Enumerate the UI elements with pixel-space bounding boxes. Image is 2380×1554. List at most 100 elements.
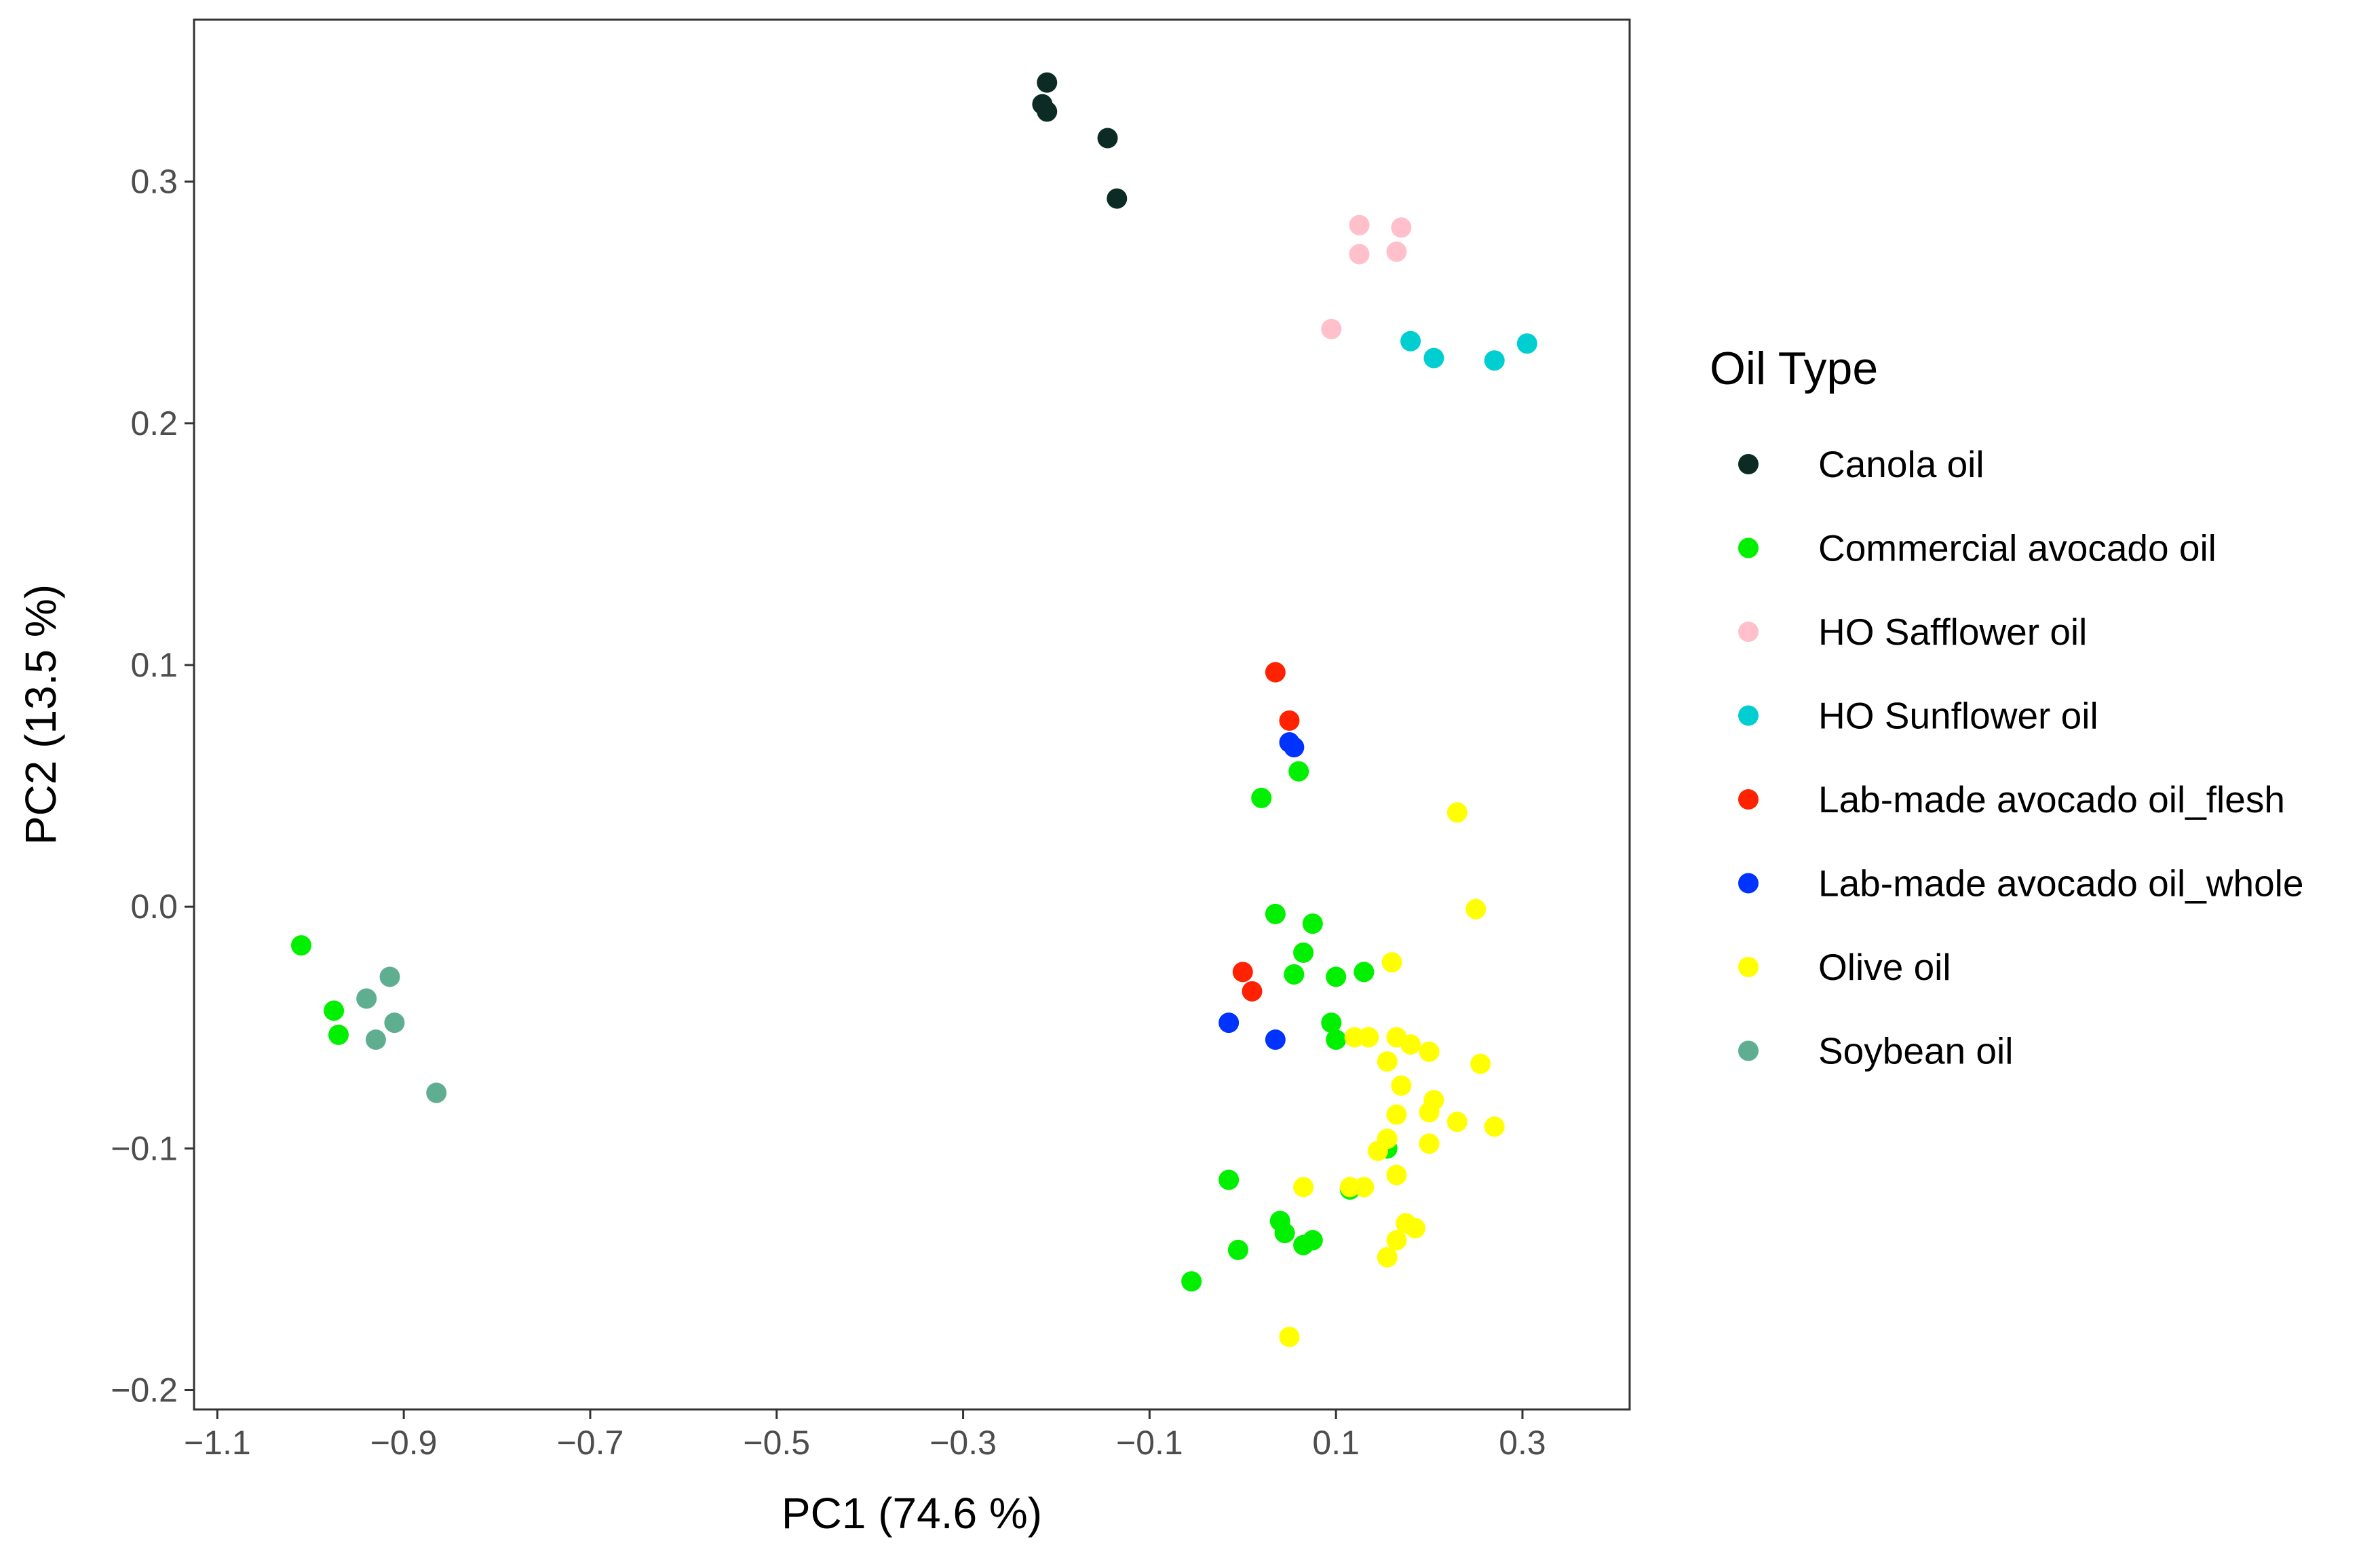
point-commercial-avocado-oil [1284, 964, 1305, 985]
point-olive-oil [1400, 1034, 1421, 1055]
legend-key-lab-made-avocado-oil-flesh [1738, 789, 1759, 810]
x-tick-label: −0.7 [557, 1424, 624, 1462]
legend-key-ho-safflower-oil [1738, 622, 1759, 642]
point-olive-oil [1386, 1104, 1407, 1125]
legend-key-commercial-avocado-oil [1738, 537, 1759, 558]
x-axis-title: PC1 (74.6 %) [782, 1489, 1042, 1538]
point-olive-oil [1293, 1177, 1314, 1198]
point-ho-sunflower-oil [1516, 333, 1537, 354]
point-commercial-avocado-oil [291, 935, 312, 956]
y-tick-label: 0.1 [130, 646, 178, 684]
x-tick-label: −0.3 [929, 1424, 997, 1462]
point-lab-made-avocado-oil-flesh [1265, 662, 1286, 683]
point-commercial-avocado-oil [1354, 962, 1375, 983]
x-tick-label: 0.3 [1499, 1424, 1546, 1462]
legend-label-olive-oil: Olive oil [1818, 946, 1951, 988]
point-commercial-avocado-oil [1181, 1271, 1202, 1292]
legend-label-soybean-oil: Soybean oil [1818, 1030, 2013, 1072]
point-olive-oil [1358, 1027, 1379, 1048]
point-commercial-avocado-oil [1302, 1230, 1323, 1251]
legend-label-ho-safflower-oil: HO Safflower oil [1818, 611, 2087, 653]
point-commercial-avocado-oil [1265, 903, 1286, 924]
y-tick-label: 0.3 [130, 163, 178, 201]
point-olive-oil [1404, 1217, 1425, 1238]
point-soybean-oil [384, 1012, 405, 1034]
point-commercial-avocado-oil [1274, 1222, 1295, 1243]
point-commercial-avocado-oil [328, 1024, 349, 1045]
legend-key-olive-oil [1738, 957, 1759, 977]
point-olive-oil [1419, 1133, 1440, 1154]
legend-key-lab-made-avocado-oil-whole [1738, 873, 1759, 894]
point-canola-oil [1037, 101, 1058, 122]
point-lab-made-avocado-oil-whole [1218, 1012, 1240, 1034]
point-olive-oil [1391, 1075, 1412, 1096]
point-canola-oil [1037, 72, 1058, 93]
point-commercial-avocado-oil [1326, 1029, 1347, 1050]
point-ho-sunflower-oil [1484, 350, 1505, 371]
legend-key-ho-sunflower-oil [1738, 705, 1759, 726]
x-tick-label: 0.1 [1312, 1424, 1360, 1462]
point-olive-oil [1446, 1112, 1467, 1133]
point-commercial-avocado-oil [1288, 761, 1309, 782]
point-olive-oil [1354, 1177, 1375, 1198]
point-commercial-avocado-oil [1321, 1012, 1342, 1034]
legend-label-lab-made-avocado-oil-whole: Lab-made avocado oil_whole [1818, 863, 2303, 905]
legend-label-canola-oil: Canola oil [1818, 443, 1984, 485]
point-olive-oil [1386, 1164, 1407, 1186]
point-ho-sunflower-oil [1423, 347, 1444, 368]
y-axis-title: PC2 (13.5 %) [16, 584, 65, 845]
point-olive-oil [1446, 802, 1467, 823]
point-lab-made-avocado-oil-flesh [1242, 981, 1263, 1002]
x-tick-label: −1.1 [184, 1424, 251, 1462]
point-olive-oil [1344, 1027, 1365, 1048]
point-olive-oil [1377, 1247, 1398, 1268]
data-points [291, 72, 1537, 1348]
point-soybean-oil [426, 1082, 447, 1103]
point-commercial-avocado-oil [1293, 942, 1314, 963]
point-olive-oil [1377, 1051, 1398, 1072]
plot-panel [193, 18, 1631, 1411]
point-ho-safflower-oil [1391, 217, 1412, 238]
legend-label-lab-made-avocado-oil-flesh: Lab-made avocado oil_flesh [1818, 778, 2285, 820]
x-tick-label: −0.1 [1116, 1424, 1183, 1462]
point-lab-made-avocado-oil-whole [1265, 1029, 1286, 1050]
y-axis: −0.2 −0.1 0.0 0.1 0.2 0.3 [111, 163, 194, 1409]
legend-label-ho-sunflower-oil: HO Sunflower oil [1818, 695, 2098, 737]
point-olive-oil [1470, 1053, 1491, 1074]
x-tick-label: −0.9 [370, 1424, 438, 1462]
legend: Canola oil Commercial avocado oil HO Saffl… [1738, 443, 2303, 1072]
point-ho-safflower-oil [1349, 244, 1370, 265]
point-ho-sunflower-oil [1400, 330, 1421, 352]
point-commercial-avocado-oil [1326, 966, 1347, 987]
point-canola-oil [1107, 188, 1128, 209]
point-olive-oil [1484, 1116, 1505, 1137]
y-tick-label: −0.1 [111, 1129, 178, 1167]
point-olive-oil [1419, 1041, 1440, 1062]
point-olive-oil [1339, 1177, 1360, 1198]
legend-label-commercial-avocado-oil: Commercial avocado oil [1818, 527, 2216, 569]
legend-title: Oil Type [1710, 343, 1878, 394]
x-tick-label: −0.5 [743, 1424, 810, 1462]
point-olive-oil [1368, 1140, 1389, 1161]
y-tick-label: 0.2 [130, 404, 178, 442]
point-lab-made-avocado-oil-whole [1284, 737, 1305, 758]
point-commercial-avocado-oil [1251, 787, 1272, 808]
point-ho-safflower-oil [1349, 214, 1370, 235]
point-lab-made-avocado-oil-flesh [1279, 710, 1300, 731]
point-olive-oil [1386, 1230, 1407, 1251]
legend-key-soybean-oil [1738, 1040, 1759, 1061]
point-commercial-avocado-oil [1218, 1169, 1240, 1190]
point-canola-oil [1097, 128, 1118, 149]
point-commercial-avocado-oil [324, 1000, 345, 1021]
point-olive-oil [1465, 898, 1486, 920]
point-olive-oil [1381, 952, 1402, 973]
point-lab-made-avocado-oil-flesh [1232, 962, 1253, 983]
point-soybean-oil [379, 966, 400, 987]
point-commercial-avocado-oil [1227, 1239, 1248, 1260]
point-ho-safflower-oil [1321, 318, 1342, 339]
legend-key-canola-oil [1738, 454, 1759, 474]
point-ho-safflower-oil [1386, 241, 1407, 262]
point-soybean-oil [365, 1029, 386, 1050]
y-tick-label: 0.0 [130, 888, 178, 926]
